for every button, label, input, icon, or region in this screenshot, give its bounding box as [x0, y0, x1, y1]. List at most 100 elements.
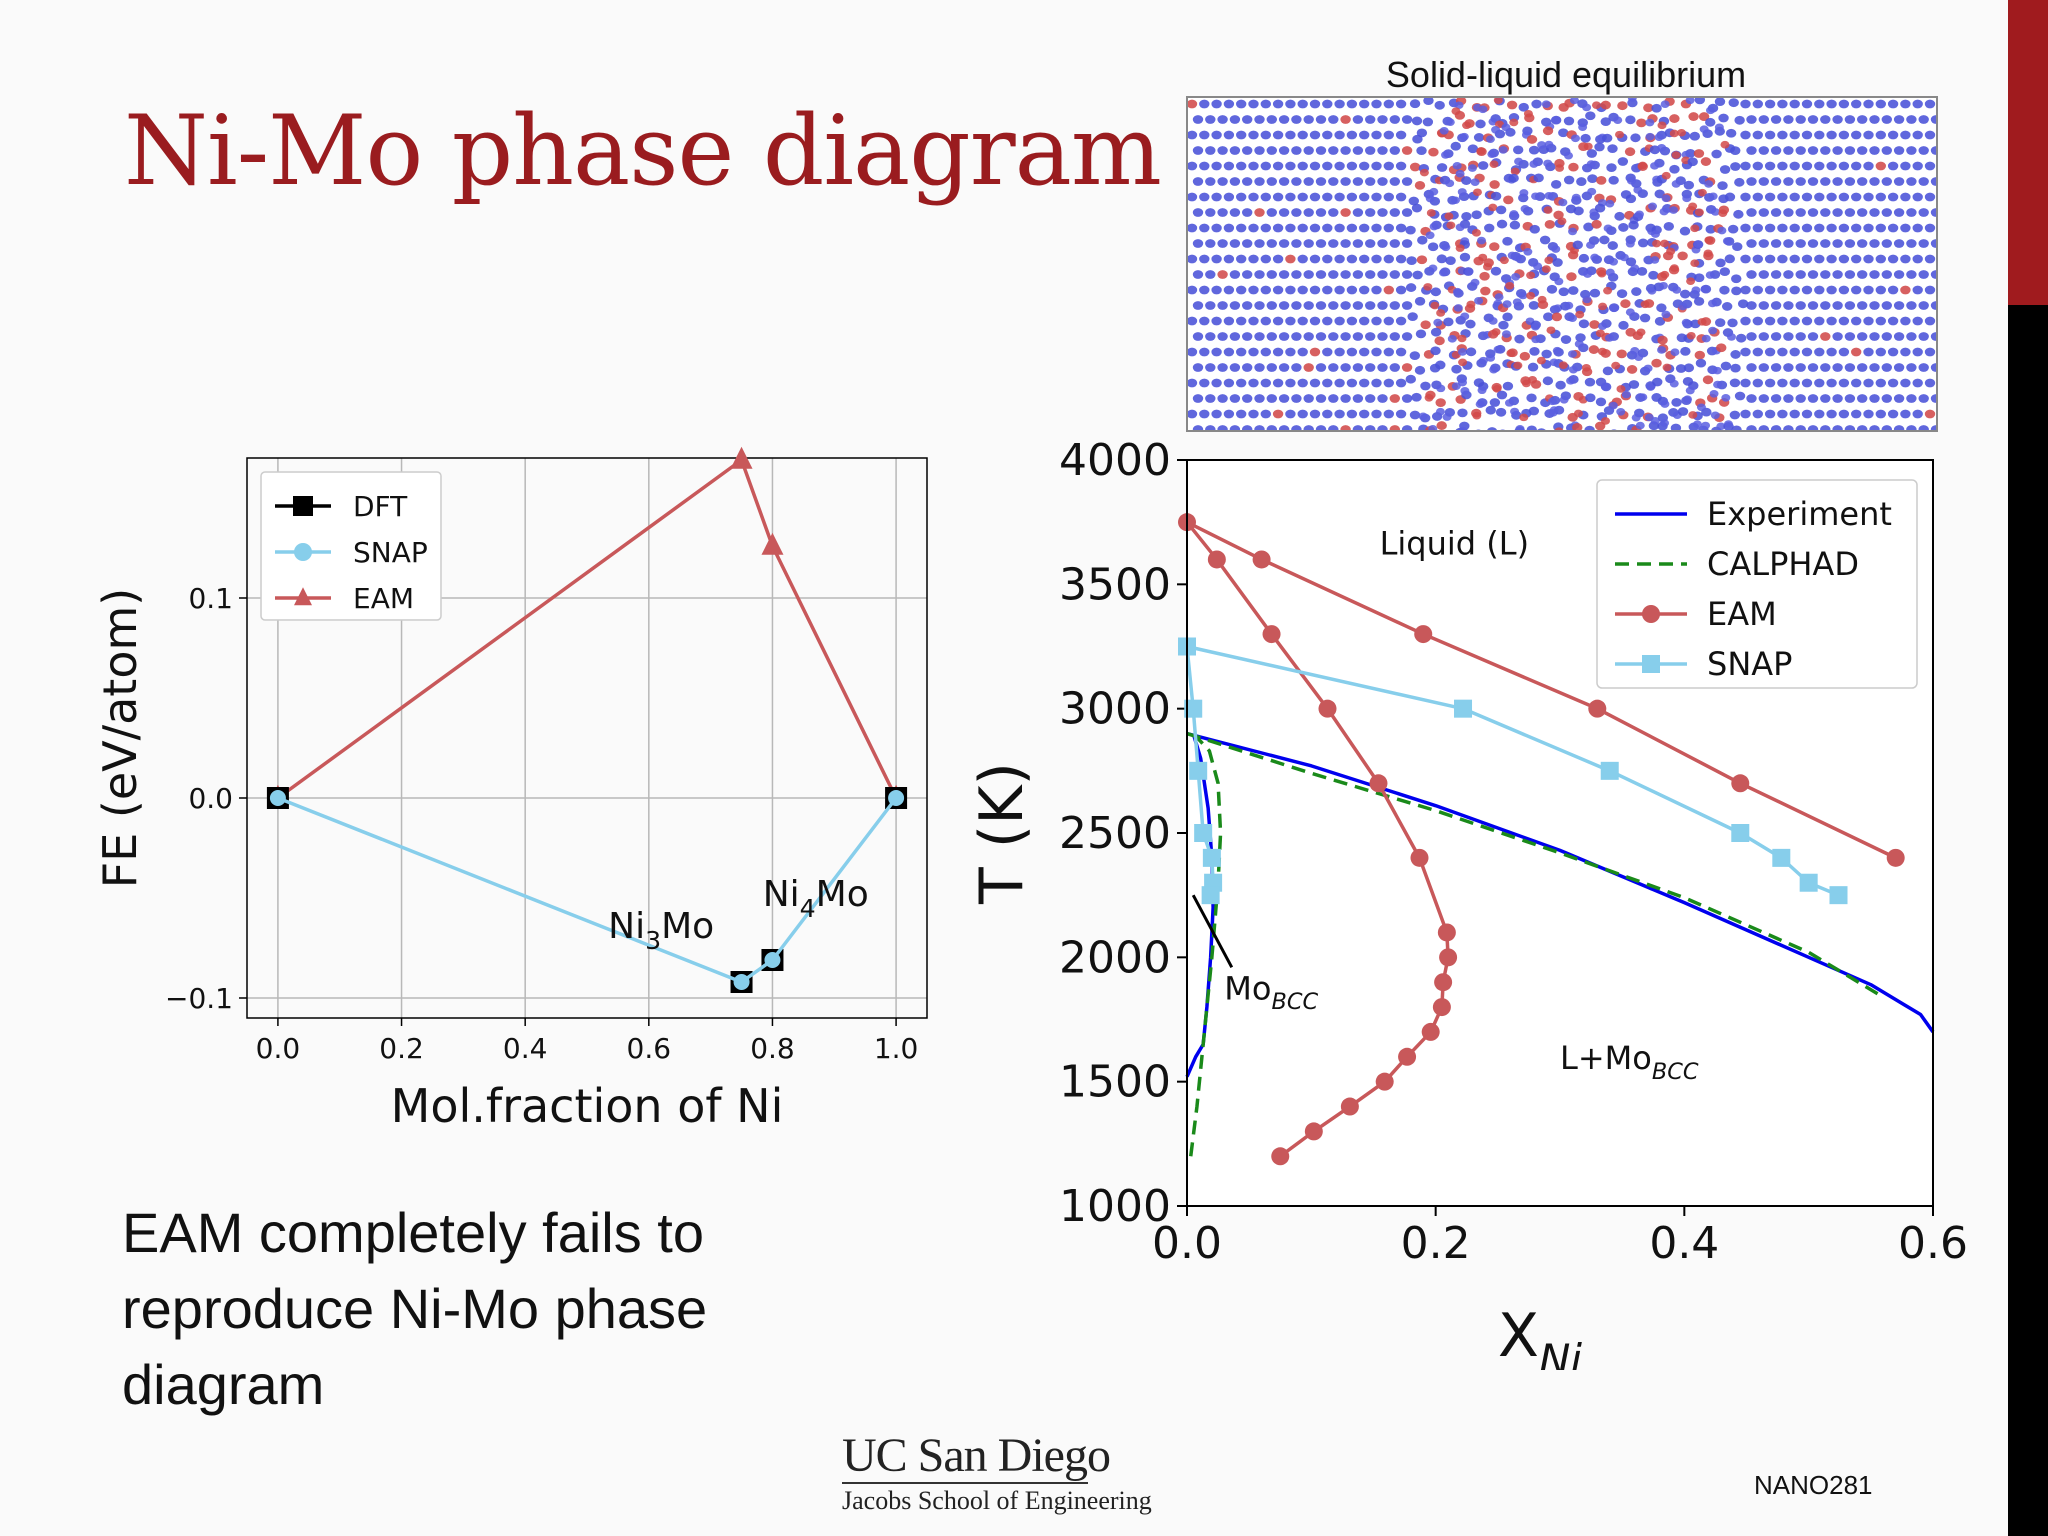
md-atom	[1459, 132, 1469, 141]
phase-legend-box	[1596, 479, 1918, 689]
md-atoms	[1188, 98, 1938, 430]
md-atom	[1223, 192, 1235, 202]
md-atom	[1248, 285, 1259, 295]
md-atom	[1242, 332, 1253, 341]
md-atom	[1881, 301, 1892, 310]
md-atom	[1297, 99, 1308, 109]
fe-x-tick-label: 0.2	[379, 1032, 424, 1065]
phase-point-eam	[1886, 848, 1905, 867]
md-atom	[1205, 208, 1216, 217]
md-atom	[1444, 212, 1454, 220]
md-atom	[1857, 394, 1868, 403]
fe-legend-marker-snap	[294, 543, 312, 561]
md-atom	[1613, 116, 1623, 124]
md-atom	[1716, 422, 1726, 430]
md-atom	[1526, 271, 1536, 280]
md-atom	[1429, 187, 1439, 196]
phase-point-eam	[1414, 625, 1433, 644]
md-atom	[1654, 133, 1664, 141]
md-atom	[1352, 208, 1364, 217]
md-atom	[1851, 285, 1862, 295]
md-atom	[1451, 364, 1462, 374]
md-atom	[1937, 193, 1938, 202]
md-atom	[1650, 417, 1660, 425]
md-atom	[1513, 361, 1523, 370]
md-atom	[1857, 146, 1868, 155]
md-atom	[1495, 407, 1507, 417]
md-atom	[1643, 103, 1654, 113]
fe-legend: DFT SNAP EAM	[260, 471, 442, 621]
md-atom	[1728, 98, 1739, 108]
md-atom	[1937, 224, 1938, 233]
md-atom	[1609, 304, 1619, 313]
md-atom	[1188, 223, 1198, 233]
md-atom	[1924, 347, 1936, 357]
md-atom	[1893, 394, 1905, 403]
md-atom	[1555, 380, 1566, 390]
md-atom	[1322, 99, 1333, 109]
md-atom	[1334, 409, 1345, 419]
md-atom	[1455, 169, 1465, 178]
md-atom	[1693, 296, 1705, 306]
md-atom	[1597, 347, 1607, 356]
md-atom	[1758, 425, 1769, 430]
md-atom	[1458, 426, 1468, 430]
phase-point-eam	[1271, 1147, 1290, 1166]
md-atom	[1303, 239, 1314, 248]
md-atom	[1401, 301, 1413, 310]
phase-axes-frame	[1186, 459, 1934, 1207]
md-atom	[1278, 177, 1290, 186]
md-atom	[1199, 161, 1210, 171]
fe-x-tick-label: 0.4	[503, 1032, 548, 1065]
md-atom	[1309, 347, 1321, 357]
md-atom	[1475, 400, 1485, 408]
school-name: Jacobs School of Engineering	[842, 1486, 1152, 1515]
md-atom	[1511, 272, 1521, 281]
md-atom	[1455, 223, 1465, 232]
md-atom	[1309, 223, 1321, 233]
md-atom	[1869, 177, 1880, 186]
md-atom	[1600, 382, 1610, 391]
md-atom	[1315, 425, 1327, 430]
md-atom	[1442, 413, 1452, 421]
md-atom	[1912, 347, 1923, 357]
md-atom	[1248, 254, 1259, 264]
md-atom	[1887, 223, 1899, 233]
md-atom	[1924, 254, 1936, 264]
md-atom	[1881, 177, 1892, 186]
md-atom	[1924, 378, 1936, 388]
md-atom	[1564, 151, 1574, 160]
md-atom	[1591, 101, 1601, 109]
md-atom	[1654, 189, 1665, 199]
md-atom	[1699, 125, 1709, 133]
md-atom	[1670, 423, 1682, 430]
md-atom	[1199, 192, 1210, 202]
md-atom	[1458, 358, 1468, 367]
md-atom	[1729, 410, 1741, 420]
md-atom	[1764, 285, 1776, 295]
md-atom	[1285, 192, 1296, 202]
md-atom	[1820, 177, 1831, 186]
fe-legend-label-snap: SNAP	[353, 536, 428, 569]
md-atom	[1777, 254, 1788, 264]
md-atom	[1457, 188, 1467, 196]
md-atom	[1863, 254, 1874, 264]
md-atom	[1309, 99, 1321, 109]
md-atom	[1192, 363, 1204, 372]
md-atom	[1620, 299, 1631, 309]
md-atom	[1704, 180, 1714, 188]
md-atom	[1242, 208, 1253, 217]
md-atom	[1746, 146, 1757, 155]
md-atom	[1192, 146, 1204, 155]
md-atom	[1675, 364, 1687, 373]
md-atom	[1217, 115, 1228, 124]
md-atom	[1600, 117, 1611, 127]
md-atom	[1584, 377, 1596, 387]
md-atom	[1875, 161, 1886, 171]
md-atom	[1573, 409, 1583, 418]
fe-x-tick-label: 0.6	[627, 1032, 672, 1065]
md-atom	[1566, 272, 1577, 282]
phase-y-tick-label: 1500	[1059, 1057, 1171, 1108]
md-atom	[1543, 159, 1553, 168]
md-atom	[1254, 270, 1265, 279]
